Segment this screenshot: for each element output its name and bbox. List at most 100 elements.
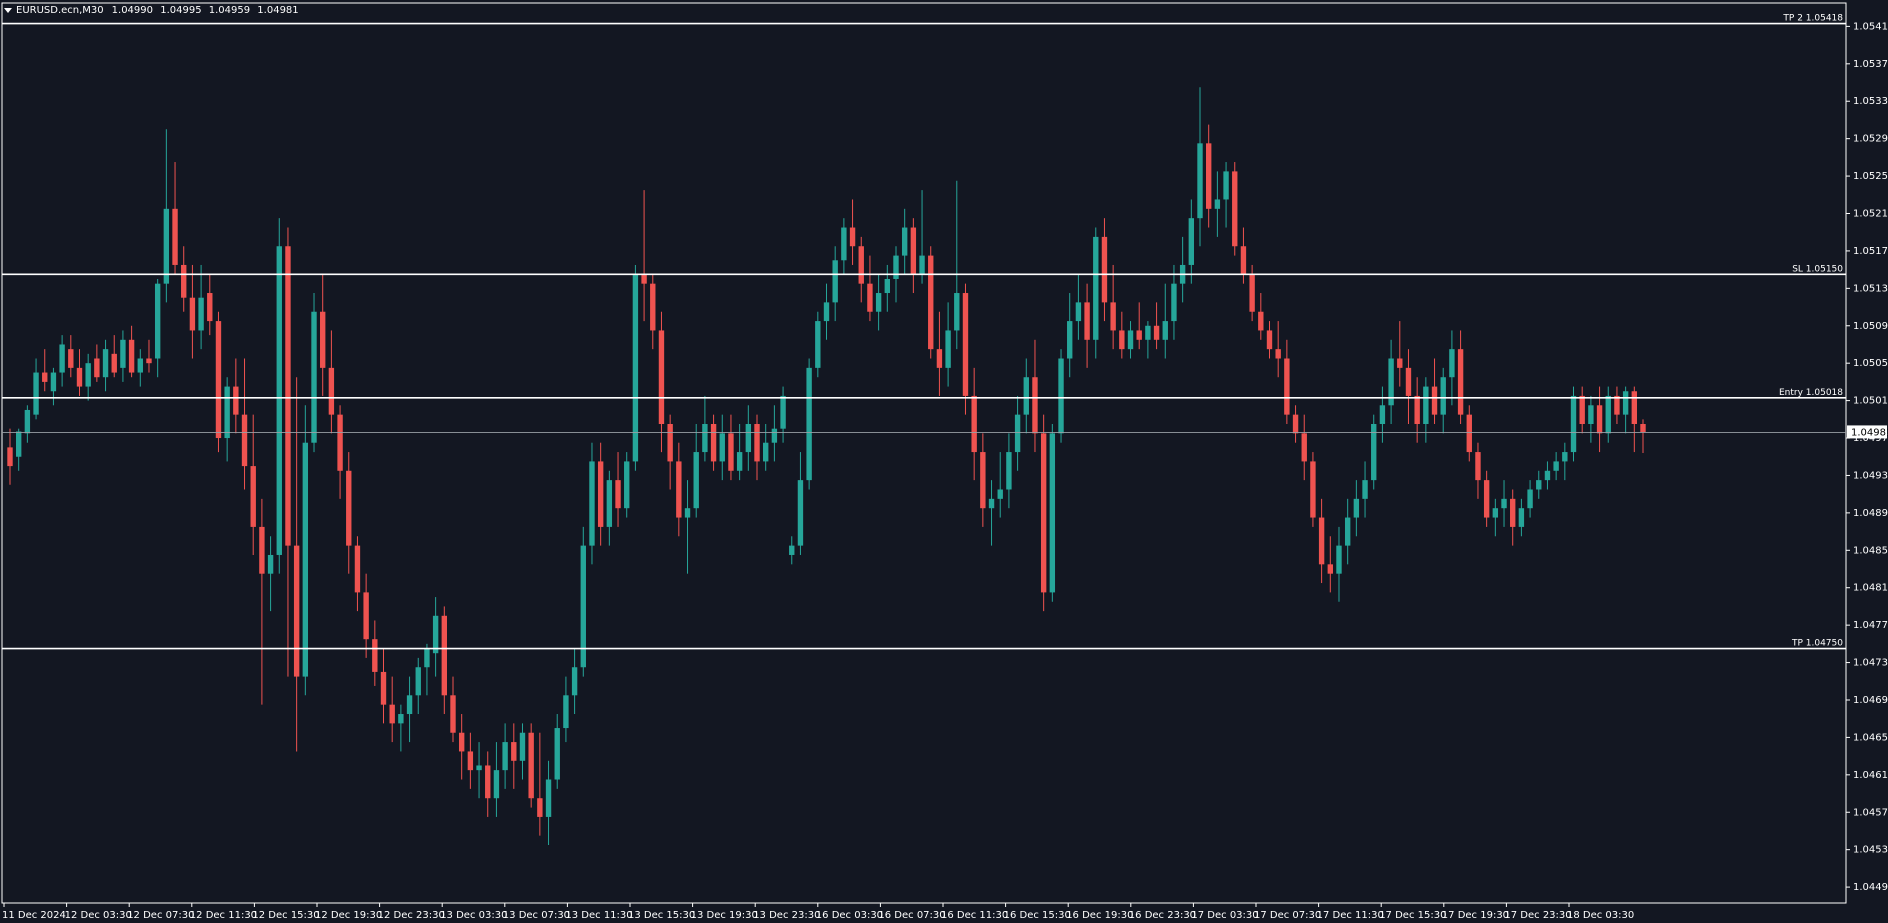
candle-body-bull — [1449, 349, 1455, 378]
candle-body-bull — [85, 363, 91, 387]
candle-body-bull — [919, 255, 925, 275]
candle-body-bull — [1536, 480, 1542, 490]
candle-body-bull — [519, 732, 526, 761]
candle-body-bear — [1266, 330, 1273, 350]
candle-body-bull — [632, 274, 639, 462]
y-tick-label: 1.04895 — [1853, 508, 1888, 519]
candle-body-bull — [1093, 236, 1099, 340]
candle-body-bull — [893, 255, 899, 279]
candle-body-bull — [806, 367, 812, 481]
candle-body-bull — [154, 283, 161, 359]
candle-body-bull — [120, 339, 126, 368]
candle-body-bull — [1440, 377, 1446, 415]
y-tick-label: 1.04615 — [1853, 770, 1888, 781]
y-tick-label: 1.04495 — [1853, 882, 1888, 893]
candle-body-bull — [1145, 325, 1151, 340]
x-tick-label: 16 Dec 15:30 — [1004, 910, 1071, 921]
candle-body-bull — [1344, 517, 1351, 546]
candle-body-bear — [354, 545, 361, 593]
x-tick-label: 13 Dec 19:30 — [691, 910, 758, 921]
candle-body-bear — [928, 255, 934, 350]
y-tick-label: 1.05255 — [1853, 171, 1888, 182]
candle-body-bull — [702, 423, 708, 453]
candle-body-bull — [1562, 452, 1568, 462]
x-tick-label: 17 Dec 11:30 — [1317, 910, 1384, 921]
candle-body-bull — [997, 489, 1003, 499]
candle-body-bear — [676, 461, 682, 518]
candle-body-bull — [841, 227, 847, 261]
candle-body-bull — [163, 208, 170, 284]
x-tick-label: 12 Dec 11:30 — [190, 910, 257, 921]
current-price-tag — [1847, 425, 1887, 439]
candle-body-bear — [667, 423, 673, 462]
candle-body-bear — [1397, 358, 1403, 368]
candle-body-bull — [1622, 391, 1629, 415]
candle-body-bull — [580, 545, 586, 668]
candle-body-bear — [146, 358, 152, 364]
candle-body-bull — [1388, 358, 1394, 406]
candle-body-bear — [1310, 461, 1316, 518]
candle-body-bear — [1510, 498, 1516, 527]
candle-body-bear — [76, 367, 83, 387]
candle-body-bear — [450, 695, 456, 733]
x-tick-label: 12 Dec 03:30 — [65, 910, 132, 921]
candle-body-bull — [1049, 433, 1056, 593]
x-tick-label: 13 Dec 03:30 — [440, 910, 507, 921]
y-tick-label: 1.05215 — [1853, 208, 1888, 219]
candle-body-bear — [1258, 311, 1264, 331]
candle-body-bull — [1527, 489, 1533, 509]
candle-body-bear — [1136, 330, 1142, 340]
x-tick-label: 16 Dec 03:30 — [816, 910, 883, 921]
candle-body-bear — [1475, 452, 1481, 481]
y-tick-label: 1.05055 — [1853, 358, 1888, 369]
candle-body-bull — [24, 409, 31, 434]
candle-body-bear — [971, 395, 977, 453]
candle-body-bear — [1275, 349, 1281, 359]
y-tick-label: 1.04735 — [1853, 658, 1888, 669]
candle-body-bear — [441, 615, 448, 696]
y-tick-label: 1.04695 — [1853, 695, 1888, 706]
candle-body-bull — [1588, 405, 1594, 424]
collapse-triangle-icon[interactable] — [4, 7, 12, 13]
x-tick-label: 18 Dec 03:30 — [1567, 910, 1634, 921]
candle-body-bear — [328, 367, 335, 415]
candle-body-bear — [1284, 358, 1290, 415]
y-tick-label: 1.04975 — [1853, 433, 1888, 444]
candle-body-bear — [42, 372, 48, 382]
candle-body-bull — [1423, 386, 1429, 424]
candle-body-bear — [389, 704, 395, 724]
candle-body-bear — [858, 246, 864, 284]
candle-body-bull — [198, 297, 204, 331]
x-tick-label: 17 Dec 15:30 — [1379, 910, 1446, 921]
candle-body-bull — [276, 246, 282, 555]
x-tick-label: 11 Dec 2024 — [2, 910, 66, 921]
candle-body-bear — [1240, 246, 1247, 275]
candle-body-bull — [832, 260, 838, 303]
candle-body-bear — [1327, 564, 1333, 574]
candle-body-bull — [571, 667, 578, 696]
candle-body-bear — [207, 293, 213, 322]
candle-body-bull — [1058, 358, 1064, 434]
candle-body-bull — [1014, 414, 1021, 453]
candle-body-bear — [1292, 414, 1299, 434]
candle-body-bear — [528, 732, 534, 799]
candle-body-bull — [1371, 423, 1377, 481]
candle-body-bull — [815, 321, 821, 368]
y-tick-label: 1.05415 — [1853, 21, 1888, 32]
y-tick-label: 1.04535 — [1853, 845, 1888, 856]
x-tick-label: 13 Dec 07:30 — [503, 910, 570, 921]
candle-body-bull — [302, 442, 309, 677]
candle-body-bull — [1006, 452, 1012, 490]
candle-body-bear — [7, 447, 13, 467]
candle-body-bear — [259, 526, 265, 574]
candle-body-bull — [493, 770, 500, 799]
x-tick-label: 16 Dec 11:30 — [941, 910, 1008, 921]
candle-body-bear — [337, 414, 343, 471]
level-label: TP 2 1.05418 — [1782, 14, 1843, 24]
candle-body-bull — [1171, 283, 1177, 322]
y-tick-label: 1.04935 — [1853, 470, 1888, 481]
x-tick-label: 12 Dec 19:30 — [315, 910, 382, 921]
candle-body-bull — [1379, 405, 1386, 424]
